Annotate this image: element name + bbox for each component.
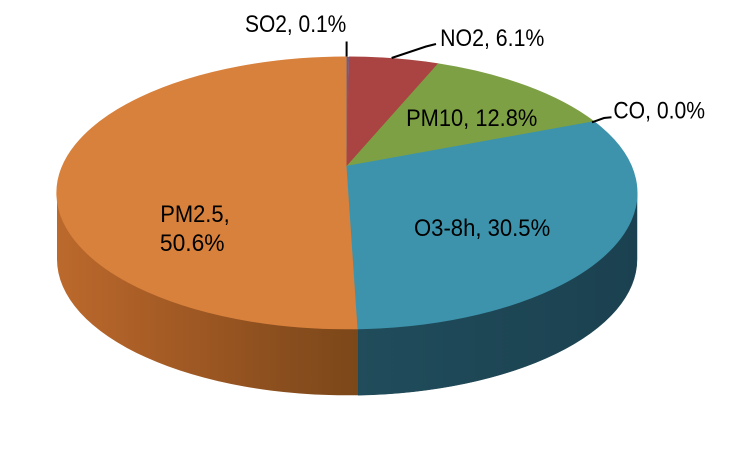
svg-text:NO2, 6.1%: NO2, 6.1% [440,26,544,52]
svg-text:CO, 0.0%: CO, 0.0% [613,98,705,124]
svg-text:SO2, 0.1%: SO2, 0.1% [245,12,346,38]
svg-text:O3-8h, 30.5%: O3-8h, 30.5% [414,216,550,242]
svg-text:PM2.5,: PM2.5, [160,202,230,228]
svg-text:PM10, 12.8%: PM10, 12.8% [406,106,537,132]
svg-text:50.6%: 50.6% [160,231,225,257]
